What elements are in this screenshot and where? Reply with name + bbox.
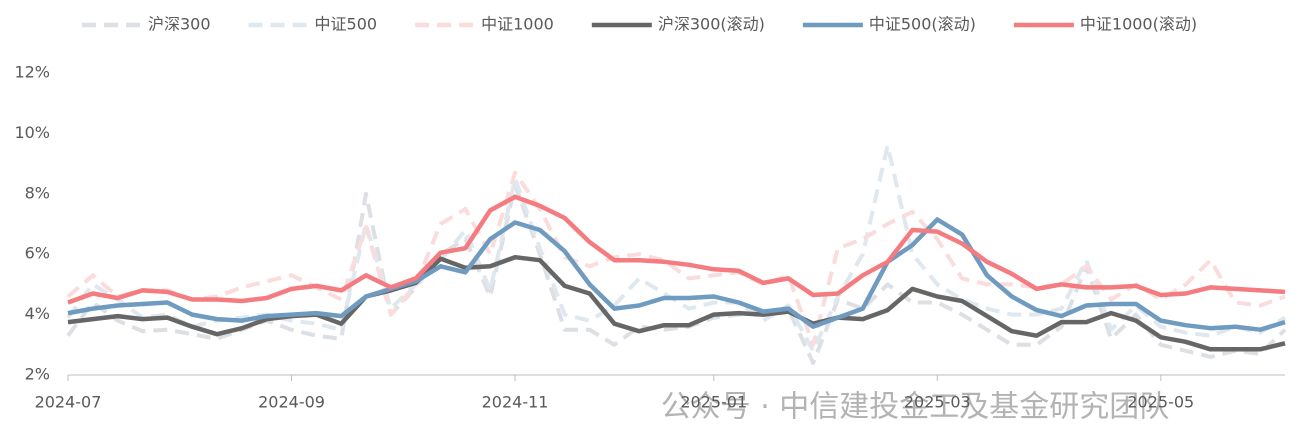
y-tick-label: 10% xyxy=(14,123,50,142)
x-tick-label: 2025-03 xyxy=(904,393,971,412)
legend-label: 中证1000(滚动) xyxy=(1080,15,1197,34)
y-tick-label: 12% xyxy=(14,63,50,82)
legend-label: 中证1000 xyxy=(481,15,554,34)
x-tick-label: 2024-11 xyxy=(482,393,549,412)
y-tick-label: 6% xyxy=(25,244,50,263)
legend-label: 沪深300 xyxy=(148,15,211,34)
line xyxy=(67,194,1286,305)
x-tick-label: 2024-07 xyxy=(35,393,102,412)
dashed-line xyxy=(66,182,1287,365)
x-tick-label: 2025-01 xyxy=(680,393,747,412)
y-tick-label: 4% xyxy=(25,304,50,323)
legend-label: 中证500(滚动) xyxy=(869,15,976,34)
line xyxy=(67,254,1286,352)
y-tick-label: 2% xyxy=(25,365,50,384)
legend-label: 中证500 xyxy=(315,15,378,34)
y-tick-label: 8% xyxy=(25,183,50,202)
legend-label: 沪深300(滚动) xyxy=(658,15,765,34)
x-tick-label: 2025-05 xyxy=(1127,393,1194,412)
watermark: 公众号 · 中信建投金工及基金研究团队 xyxy=(661,390,1170,425)
line xyxy=(67,217,1286,332)
x-tick-label: 2024-09 xyxy=(258,393,325,412)
dashed-line xyxy=(66,170,1286,347)
